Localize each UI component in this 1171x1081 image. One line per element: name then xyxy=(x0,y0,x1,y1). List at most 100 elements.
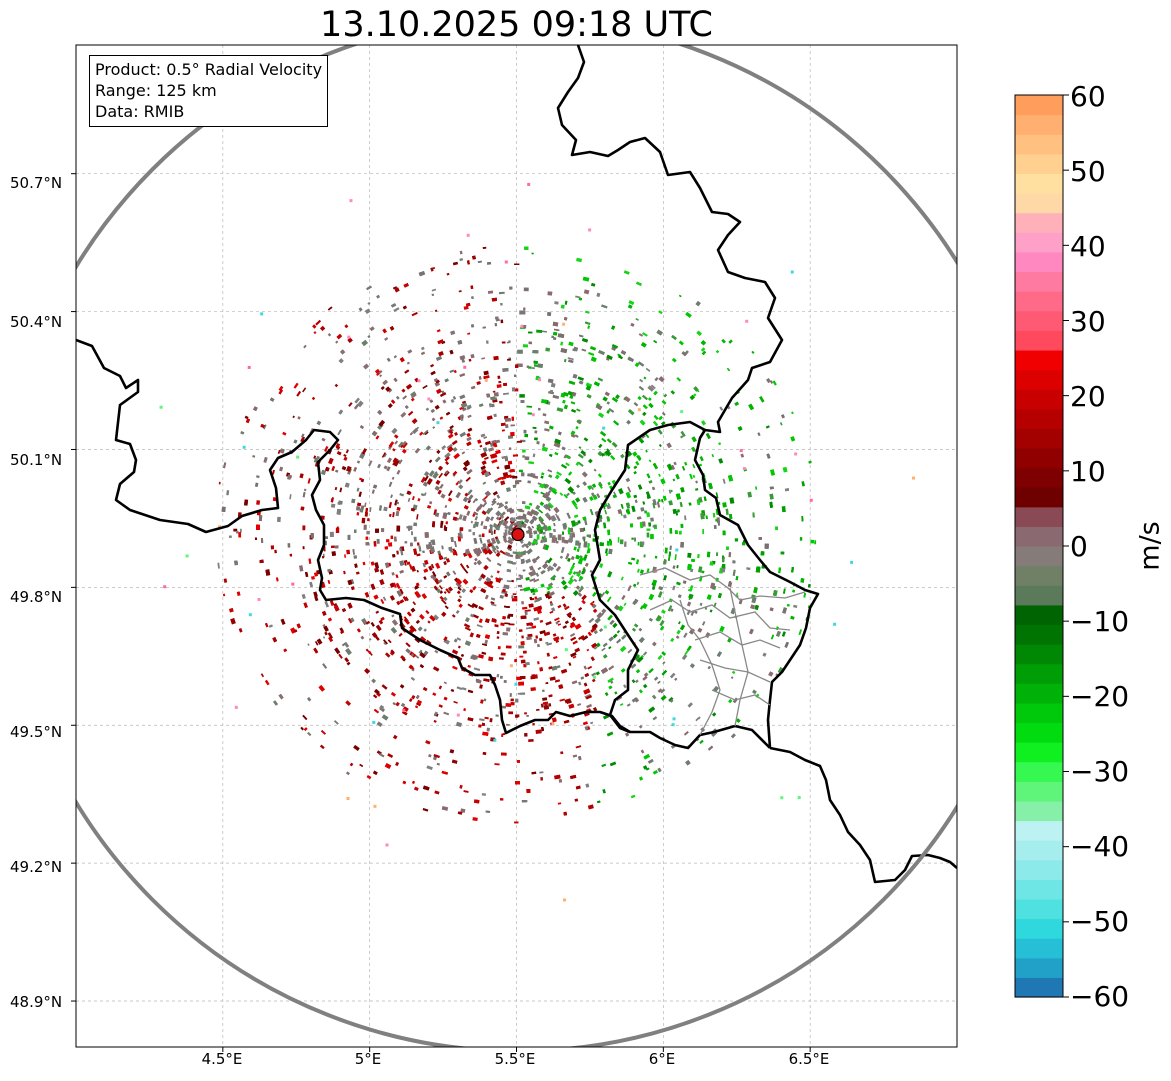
echo-gate xyxy=(639,419,646,426)
echo-gate xyxy=(529,534,533,539)
echo-gate xyxy=(596,292,601,297)
echo-gate xyxy=(323,625,329,632)
echo-gate xyxy=(502,588,506,593)
echo-gate xyxy=(588,352,595,356)
echo-gate xyxy=(387,457,392,464)
echo-gate xyxy=(447,490,453,497)
echo-gate xyxy=(461,358,466,363)
echo-gate xyxy=(410,677,415,681)
echo-gate xyxy=(560,341,564,346)
echo-gate xyxy=(464,551,468,555)
echo-gate xyxy=(456,637,462,641)
echo-gate xyxy=(567,471,573,476)
echo-gate xyxy=(512,551,517,554)
echo-gate xyxy=(507,544,512,549)
echo-gate xyxy=(229,535,232,538)
map-title: 13.10.2025 09:18 UTC xyxy=(320,5,713,45)
echo-gate xyxy=(268,624,273,628)
echo-gate xyxy=(278,693,284,700)
echo-gate xyxy=(623,684,627,689)
echo-gate xyxy=(414,447,421,454)
echo-gate xyxy=(307,643,310,646)
echo-gate xyxy=(633,583,637,587)
echo-gate xyxy=(327,333,332,337)
echo-gate xyxy=(485,810,491,813)
echo-gate xyxy=(507,547,512,552)
echo-gate xyxy=(441,445,446,450)
echo-gate xyxy=(550,515,555,522)
echo-gate xyxy=(611,441,618,448)
echo-gate xyxy=(491,439,497,444)
echo-gate xyxy=(660,688,666,694)
echo-gate xyxy=(727,474,734,482)
echo-gate xyxy=(567,557,571,562)
echo-gate xyxy=(500,652,506,656)
echo-gate xyxy=(361,339,368,347)
echo-gate xyxy=(578,380,584,385)
echo-gate xyxy=(496,636,500,639)
echo-gate xyxy=(537,661,540,665)
echo-gate xyxy=(301,433,305,438)
echo-gate xyxy=(719,625,725,633)
echo-gate xyxy=(491,548,497,554)
echo-gate xyxy=(564,477,572,485)
echo-gate xyxy=(504,501,509,505)
echo-gate xyxy=(396,525,401,532)
echo-gate xyxy=(432,756,438,761)
echo-gate xyxy=(732,560,736,564)
echo-gate xyxy=(656,329,663,336)
echo-gate xyxy=(368,460,373,467)
echo-gate xyxy=(240,528,242,533)
echo-gate xyxy=(548,474,553,478)
echo-gate xyxy=(452,470,458,476)
echo-gate xyxy=(433,509,438,516)
echo-gate xyxy=(334,545,339,549)
echo-gate xyxy=(396,600,401,606)
echo-gate xyxy=(647,385,655,392)
echo-gate xyxy=(558,778,563,783)
echo-gate xyxy=(438,685,442,690)
echo-gate xyxy=(728,339,733,344)
echo-gate xyxy=(593,468,597,472)
echo-gate xyxy=(637,516,642,520)
echo-gate xyxy=(540,777,544,781)
echo-gate xyxy=(570,774,577,780)
echo-gate xyxy=(451,614,456,618)
echo-gate xyxy=(528,341,532,345)
echo-gate xyxy=(704,607,708,610)
echo-gate xyxy=(541,330,548,333)
echo-gate xyxy=(696,500,701,506)
echo-gate xyxy=(418,649,423,654)
echo-gate xyxy=(434,790,440,795)
echo-gate xyxy=(781,631,786,637)
echo-gate xyxy=(598,412,604,418)
echo-gate xyxy=(493,355,499,361)
echo-gate xyxy=(572,571,577,575)
echo-gate xyxy=(541,446,548,452)
echo-gate xyxy=(699,602,703,606)
echo-gate xyxy=(337,429,342,436)
echo-gate xyxy=(734,538,739,542)
echo-gate xyxy=(769,486,774,490)
echo-gate xyxy=(420,493,425,497)
echo-gate xyxy=(279,466,283,472)
echo-gate xyxy=(551,607,556,612)
echo-gate xyxy=(244,499,249,506)
echo-gate xyxy=(542,493,549,499)
echo-gate xyxy=(415,705,419,709)
echo-gate xyxy=(573,546,577,551)
echo-gate xyxy=(619,645,627,653)
echo-gate xyxy=(531,252,534,255)
echo-gate xyxy=(648,459,652,463)
echo-gate xyxy=(374,567,380,573)
echo-gate xyxy=(476,559,483,566)
echo-gate xyxy=(360,635,365,640)
echo-gate xyxy=(540,583,545,588)
echo-gate xyxy=(587,543,590,548)
echo-gate xyxy=(380,616,385,622)
echo-gate xyxy=(490,575,494,578)
echo-gate xyxy=(371,632,378,638)
echo-gate xyxy=(687,588,692,592)
echo-gate xyxy=(560,546,565,554)
echo-gate xyxy=(684,515,687,521)
